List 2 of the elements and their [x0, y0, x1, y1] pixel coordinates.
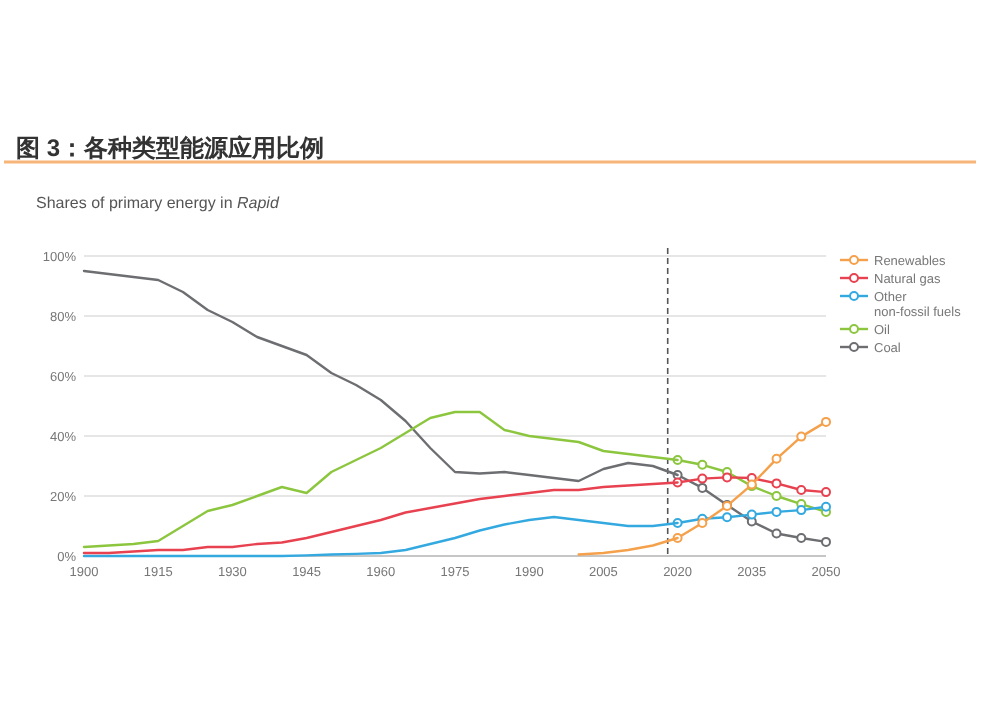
- chart-title: 图 3：各种类型能源应用比例: [16, 134, 325, 162]
- chart-subtitle: Shares of primary energy in Rapid: [36, 194, 280, 212]
